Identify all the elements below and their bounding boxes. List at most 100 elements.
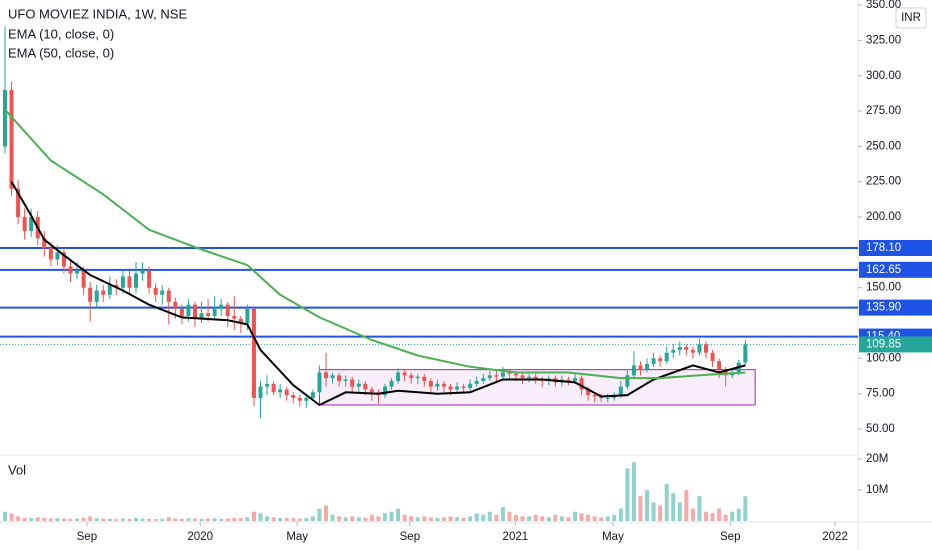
volume-bar (448, 516, 453, 521)
level-label: 135.90 (866, 302, 901, 314)
candle-body (717, 361, 722, 370)
volume-bar (487, 511, 492, 521)
candle-body (520, 375, 525, 379)
level-tag (859, 261, 932, 278)
last-price-label: 109.85 (866, 338, 901, 350)
candle-body (107, 284, 112, 295)
volume-bar (612, 514, 617, 521)
volume-bar (389, 511, 394, 521)
candle-body (507, 372, 512, 374)
volume-bar (356, 517, 361, 521)
volume-bar (710, 513, 715, 521)
volume-bar (396, 508, 401, 521)
volume-bar (330, 514, 335, 521)
candle-body (533, 376, 538, 380)
candle-body (206, 313, 211, 316)
volume-bar (199, 518, 204, 521)
candle-body (179, 308, 184, 316)
candle-body (428, 380, 433, 387)
volume-tick-label: 10M (866, 484, 888, 496)
candle-body (690, 349, 695, 353)
y-tick-label: 325.00 (866, 34, 901, 46)
volume-bar (520, 516, 525, 521)
y-tick-label: 50.00 (866, 423, 895, 435)
volume-bar (376, 516, 381, 521)
volume-bar (415, 517, 420, 521)
volume-bar (310, 516, 315, 521)
candle-body (350, 379, 355, 387)
volume-bar (435, 517, 440, 521)
volume-bar (94, 518, 99, 521)
y-tick-label: 200.00 (866, 211, 901, 223)
volume-bar (684, 490, 689, 521)
x-tick-label: Sep (400, 531, 420, 543)
volume-bar (245, 517, 250, 521)
volume-bar (481, 514, 486, 521)
volume-bar (324, 505, 329, 521)
level-tag (859, 239, 932, 256)
candle-body (2, 89, 7, 147)
y-tick-label: 100.00 (866, 352, 901, 364)
y-tick-label: 300.00 (866, 70, 901, 82)
candle-body (114, 284, 119, 288)
candle-body (343, 379, 348, 381)
volume-bar (219, 518, 224, 521)
chart-title: UFO MOVIEZ INDIA, 1W, NSE (8, 6, 187, 21)
volume-bar (625, 468, 630, 521)
candle-body (369, 389, 374, 393)
volume-bar (350, 516, 355, 521)
volume-bar (677, 502, 682, 521)
candle-body (422, 376, 427, 381)
volume-bar (134, 517, 139, 521)
candle-body (664, 352, 669, 362)
y-tick-label: 75.00 (866, 388, 895, 400)
volume-bar (671, 493, 676, 521)
volume-bar (75, 518, 80, 521)
candle-body (324, 372, 329, 379)
candle-body (81, 270, 86, 288)
candle-body (514, 373, 519, 376)
volume-bar (166, 517, 171, 521)
candle-body (415, 376, 420, 379)
volume-bar (382, 513, 387, 521)
candle-body (219, 304, 224, 309)
candle-body (337, 375, 342, 381)
candle-body (284, 389, 289, 396)
volume-bar (599, 517, 604, 521)
volume-bar (428, 517, 433, 521)
candle-body (396, 372, 401, 381)
volume-bar (304, 517, 309, 521)
volume-bar (297, 518, 302, 521)
volume-bar (409, 516, 414, 521)
candle-body (474, 380, 479, 384)
volume-bar (363, 517, 368, 521)
candle-body (238, 318, 243, 324)
y-tick-label: 250.00 (866, 140, 901, 152)
volume-bar (559, 516, 564, 521)
volume-bar (586, 514, 591, 521)
candle-body (671, 349, 676, 353)
candle-body (500, 372, 505, 377)
currency-button[interactable] (895, 7, 927, 29)
candle-body (212, 308, 217, 316)
candle-body (651, 358, 656, 364)
volume-bar (101, 518, 106, 521)
candle-body (710, 352, 715, 362)
volume-bar (147, 518, 152, 521)
volume-bar (736, 508, 741, 521)
volume-bar (631, 462, 636, 521)
volume-bar (271, 517, 276, 521)
volume-bar (127, 518, 132, 521)
volume-bar (153, 519, 158, 521)
volume-bar (422, 516, 427, 521)
volume-bar (540, 516, 545, 521)
candle-body (55, 252, 60, 260)
volume-bar (658, 505, 663, 521)
volume-bar (638, 496, 643, 521)
volume-bar (402, 514, 407, 521)
volume-bar (206, 518, 211, 521)
candle-body (704, 344, 709, 353)
volume-bar (533, 514, 538, 521)
candle-body (389, 380, 394, 387)
